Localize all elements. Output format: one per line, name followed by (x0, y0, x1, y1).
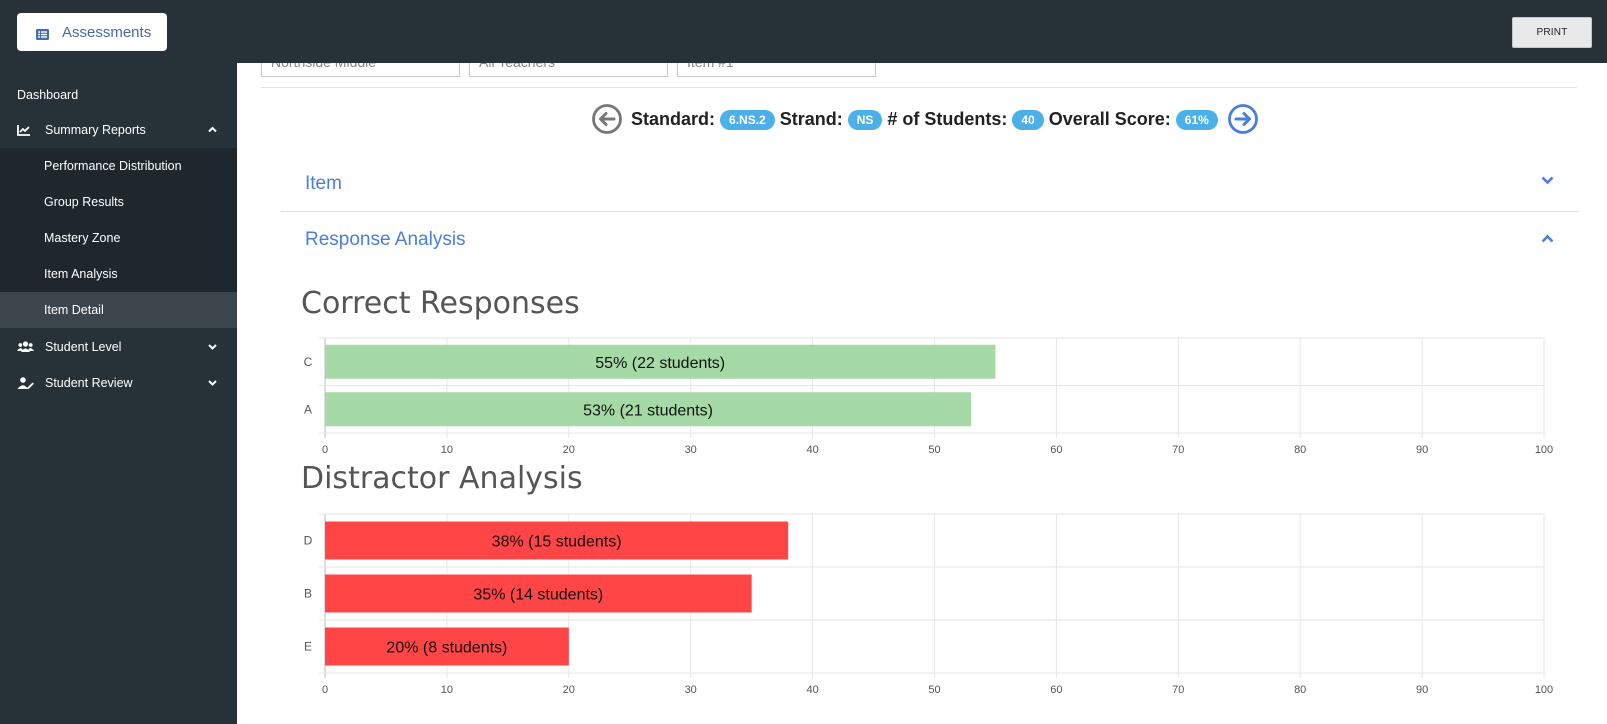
x-tick-label: 100 (1535, 684, 1553, 696)
sidebar-item-label: Dashboard (17, 88, 79, 102)
x-tick-label: 50 (928, 684, 940, 696)
user-edit-icon (17, 377, 34, 389)
divider (261, 87, 1577, 88)
distractor-analysis-chart: 0 10 20 30 40 50 60 70 80 90 100 D 38% (15 students)… (304, 513, 1553, 696)
sidebar-item-label: Student Review (45, 376, 133, 390)
item-summary: Standard: 6.NS.2 Strand: NS # of Student… (591, 103, 1259, 135)
strand-badge: NS (847, 110, 883, 130)
strand-label: Strand: (779, 108, 843, 129)
y-tick-label: A (304, 402, 312, 416)
sidebar-item-item-detail[interactable]: Item Detail (0, 292, 237, 328)
chart-line-icon (17, 124, 33, 136)
x-tick-label: 80 (1294, 444, 1306, 456)
x-tick-label: 30 (685, 444, 697, 456)
x-tick-label: 20 (563, 444, 575, 456)
sidebar-item-summary-reports[interactable]: Summary Reports (0, 112, 237, 148)
next-arrow-icon[interactable] (1227, 103, 1259, 135)
x-tick-label: 90 (1416, 684, 1428, 696)
sidebar-item-label: Item Detail (44, 303, 104, 317)
x-tick-label: 60 (1050, 684, 1062, 696)
students-label: # of Students: (887, 108, 1008, 129)
sidebar-item-label: Summary Reports (45, 123, 146, 137)
sidebar-item-student-review[interactable]: Student Review (0, 365, 237, 401)
x-tick-label: 20 (563, 684, 575, 696)
sidebar-item-label: Item Analysis (44, 267, 118, 281)
sidebar-item-mastery-zone[interactable]: Mastery Zone (0, 220, 237, 256)
x-tick-label: 50 (928, 444, 940, 456)
x-tick-label: 0 (322, 444, 328, 456)
correct-responses-title: Correct Responses (301, 286, 580, 321)
chevron-down-icon[interactable] (1541, 176, 1554, 185)
x-tick-label: 70 (1172, 444, 1184, 456)
item-section-header[interactable]: Item (305, 173, 342, 194)
bar[interactable] (325, 344, 996, 379)
sidebar-item-label: Student Level (45, 340, 122, 354)
previous-arrow-icon[interactable] (591, 103, 623, 135)
overall-score-label: Overall Score: (1048, 108, 1171, 129)
y-tick-label: D (304, 534, 313, 548)
bar[interactable] (325, 574, 752, 613)
assessments-button[interactable]: Assessments (17, 13, 167, 51)
x-tick-label: 60 (1050, 444, 1062, 456)
users-icon (17, 341, 34, 353)
sidebar-item-label: Performance Distribution (44, 159, 182, 173)
sidebar-item-group-results[interactable]: Group Results (0, 184, 237, 220)
sidebar-item-student-level[interactable]: Student Level (0, 329, 237, 365)
x-tick-label: 10 (441, 444, 453, 456)
y-tick-label: C (304, 355, 313, 369)
bar[interactable] (325, 627, 569, 666)
x-tick-label: 40 (806, 444, 818, 456)
list-icon (36, 27, 49, 40)
bar[interactable] (325, 521, 789, 560)
y-tick-label: E (304, 640, 312, 654)
sidebar-item-label: Group Results (44, 195, 124, 209)
top-bar: Assessments PRINT (0, 0, 1607, 63)
x-tick-label: 30 (685, 684, 697, 696)
bar[interactable] (325, 392, 972, 427)
bar-data-label: 38% (15 students) (492, 534, 622, 551)
assessments-label: Assessments (62, 23, 152, 41)
chevron-up-icon[interactable] (1541, 234, 1554, 243)
print-button[interactable]: PRINT (1512, 17, 1592, 48)
sidebar: Dashboard Summary Reports Performance Di… (0, 63, 237, 724)
y-tick-label: B (304, 587, 312, 601)
students-badge: 40 (1012, 110, 1044, 130)
bar-data-label: 55% (22 students) (595, 355, 725, 372)
x-tick-label: 90 (1416, 444, 1428, 456)
sidebar-item-dashboard[interactable]: Dashboard (0, 77, 237, 113)
x-tick-label: 0 (322, 684, 328, 696)
bar-data-label: 53% (21 students) (583, 402, 713, 419)
divider (281, 211, 1579, 212)
sidebar-item-performance-distribution[interactable]: Performance Distribution (0, 148, 237, 184)
x-tick-label: 10 (441, 684, 453, 696)
chevron-up-icon (208, 126, 217, 133)
sidebar-item-label: Mastery Zone (44, 231, 121, 245)
distractor-analysis-title: Distractor Analysis (301, 461, 583, 496)
bar-data-label: 20% (8 students) (386, 640, 507, 657)
x-tick-label: 70 (1172, 684, 1184, 696)
response-analysis-section-header[interactable]: Response Analysis (305, 229, 466, 250)
chevron-down-icon (208, 344, 217, 350)
correct-responses-chart: 0 10 20 30 40 50 60 70 80 90 100 C 55% (22 students)… (304, 337, 1553, 456)
x-tick-label: 80 (1294, 684, 1306, 696)
x-tick-label: 100 (1535, 444, 1553, 456)
sidebar-item-item-analysis[interactable]: Item Analysis (0, 256, 237, 292)
standard-badge: 6.NS.2 (720, 110, 775, 130)
x-tick-label: 40 (806, 684, 818, 696)
standard-label: Standard: (631, 108, 716, 129)
bar-data-label: 35% (14 students) (473, 587, 603, 604)
overall-score-badge: 61% (1175, 110, 1218, 130)
chevron-down-icon (208, 380, 217, 386)
